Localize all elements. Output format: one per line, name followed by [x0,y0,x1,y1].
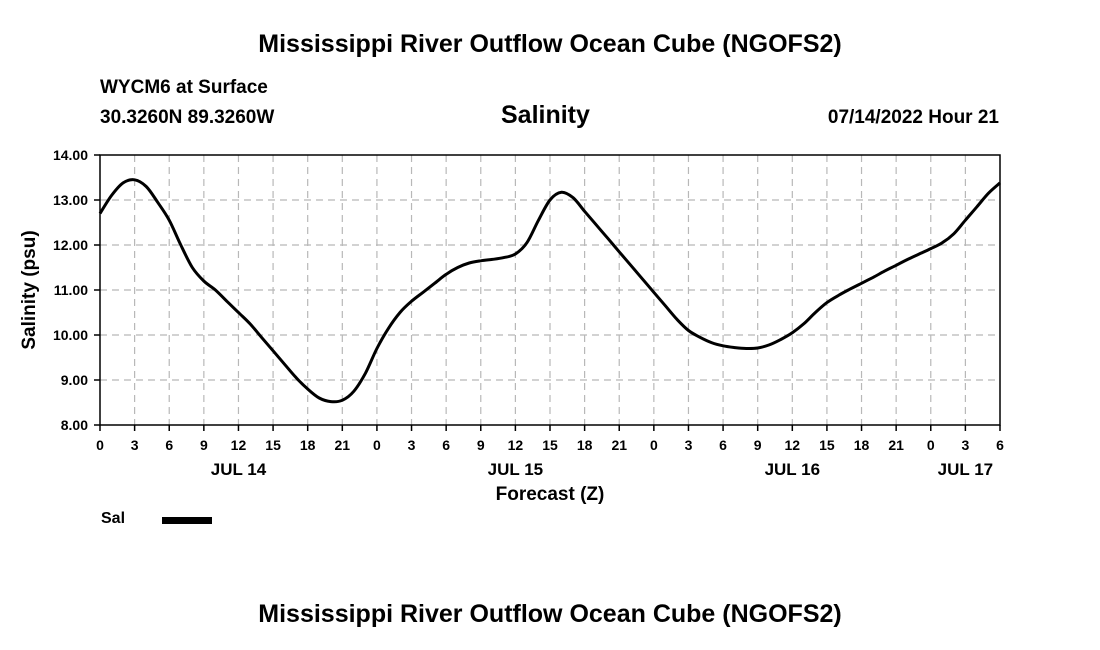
y-tick-label: 12.00 [53,237,88,253]
salinity-chart: 8.00 9.00 10.00 11.00 12.00 13.00 14.00 0 3 6 9 12… [19,147,1004,505]
x-tick-label: 0 [650,437,658,453]
y-tick-label: 14.00 [53,147,88,163]
x-tick-label: 21 [888,437,904,453]
x-axis-label: Forecast (Z) [496,484,605,505]
station-coords: 30.3260N 89.3260W [100,107,275,128]
x-tick-label: 6 [719,437,727,453]
y-axis-label: Salinity (psu) [19,230,40,349]
page-title: Mississippi River Outflow Ocean Cube (NG… [258,30,842,58]
legend-label: Sal [101,510,126,527]
y-tick-label: 8.00 [61,417,88,433]
day-labels: JUL 14 JUL 15 JUL 16 JUL 17 [211,460,993,479]
x-tick-label: 9 [477,437,485,453]
grid [100,154,1000,425]
day-label: JUL 17 [938,460,993,479]
y-tick-label: 13.00 [53,192,88,208]
x-tick-label: 9 [200,437,208,453]
x-tick-label: 15 [265,437,281,453]
x-tick-label: 12 [508,437,524,453]
legend-swatch-sal [162,517,212,524]
station-label: WYCM6 at Surface [100,77,268,98]
y-tick-label: 10.00 [53,327,88,343]
x-tick-label: 9 [754,437,762,453]
x-tick-label: 6 [996,437,1004,453]
x-tick-label: 0 [927,437,935,453]
x-tick-label: 18 [577,437,593,453]
x-tick-label: 15 [819,437,835,453]
x-tick-label: 3 [408,437,416,453]
footer-title: Mississippi River Outflow Ocean Cube (NG… [258,600,842,628]
y-tick-label: 9.00 [61,372,88,388]
x-tick-label: 3 [685,437,693,453]
x-axis: 0 3 6 9 12 15 18 21 0 3 6 9 12 15 18 21 0 3 6 9 12 15 18 21 0 3 6 [96,425,1004,453]
x-tick-label: 12 [231,437,247,453]
y-tick-label: 11.00 [54,282,88,298]
x-tick-label: 3 [131,437,139,453]
chart-title: Salinity [501,101,590,129]
x-tick-label: 21 [335,437,351,453]
day-label: JUL 14 [211,460,267,479]
x-tick-label: 0 [96,437,104,453]
day-label: JUL 16 [765,460,820,479]
x-tick-label: 18 [300,437,316,453]
forecast-datetime: 07/14/2022 Hour 21 [827,107,999,128]
x-tick-label: 21 [611,437,627,453]
x-tick-label: 15 [542,437,558,453]
y-axis: 8.00 9.00 10.00 11.00 12.00 13.00 14.00 [53,147,100,433]
x-tick-label: 12 [785,437,801,453]
x-tick-label: 6 [165,437,173,453]
x-tick-label: 0 [373,437,381,453]
x-tick-label: 18 [854,437,870,453]
x-tick-label: 6 [442,437,450,453]
day-label: JUL 15 [488,460,543,479]
x-tick-label: 3 [961,437,969,453]
series-line-sal [98,178,1002,404]
